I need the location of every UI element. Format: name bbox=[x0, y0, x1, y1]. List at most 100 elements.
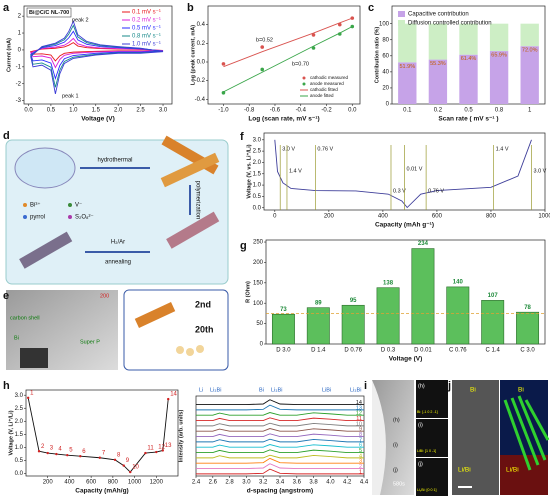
marker-label: 0.76 V bbox=[317, 146, 333, 152]
annotation: Li₃Bi bbox=[350, 387, 361, 393]
annotation: Li₃Bi bbox=[210, 387, 221, 393]
saed-label: Li₃Bi: [0 0 1] bbox=[417, 488, 436, 492]
y-tick-label: 0.0 bbox=[15, 471, 24, 477]
y-tick-label: 0.0 bbox=[253, 205, 262, 211]
y-tick-label: 50 bbox=[256, 321, 263, 327]
y-tick-label: 1.0 bbox=[253, 183, 262, 189]
point bbox=[79, 454, 82, 458]
legend-label: cathodic fitted bbox=[310, 87, 338, 92]
legend-label: 0.1 mV s⁻¹ bbox=[132, 10, 161, 16]
fft-stripes bbox=[503, 395, 550, 471]
x-tick-label: 0.1 bbox=[403, 108, 412, 114]
legend-swatch bbox=[302, 76, 306, 80]
x-tick-label: -1.0 bbox=[218, 108, 229, 114]
saed-label: LiBi: [1 0 -1] bbox=[417, 449, 436, 453]
point-label: 1 bbox=[30, 390, 34, 396]
cycle-label: 20th bbox=[195, 324, 214, 334]
legend-swatch bbox=[398, 20, 405, 26]
value-label: 138 bbox=[383, 280, 394, 286]
phase-label: Bi bbox=[518, 387, 524, 394]
series-line bbox=[196, 468, 364, 475]
trace-label: 8 bbox=[359, 432, 362, 438]
point bbox=[311, 33, 316, 37]
series-line bbox=[196, 457, 364, 464]
x-tick-label: 2.6 bbox=[209, 480, 218, 486]
legend-label: 0.8 mV s⁻¹ bbox=[132, 34, 161, 40]
legend-swatch bbox=[302, 82, 306, 86]
plot-frame bbox=[207, 5, 361, 105]
x-tick-label: 0.5 bbox=[47, 108, 56, 114]
point bbox=[66, 453, 69, 457]
bar bbox=[341, 304, 365, 345]
x-tick-label: D 0.01 bbox=[414, 348, 432, 354]
plot-frame bbox=[23, 5, 173, 105]
saed bbox=[416, 419, 448, 457]
legend-label: pyrrol bbox=[30, 215, 45, 221]
scale-bar bbox=[458, 486, 472, 488]
series-line bbox=[196, 433, 364, 437]
x-axis-label: d-spacing (angstrom) bbox=[247, 488, 313, 495]
phase-label: Li/Bi bbox=[458, 467, 471, 474]
annotation: Li₃Bi bbox=[271, 387, 282, 393]
step-label: H₂/Ar bbox=[111, 240, 125, 246]
bar bbox=[376, 287, 400, 345]
y-axis-label: Voltage (V, vs. Li⁺/Li) bbox=[245, 144, 252, 198]
series-line bbox=[29, 42, 164, 62]
y-tick-label: 1 bbox=[18, 31, 22, 37]
label-box bbox=[26, 7, 72, 18]
panel-label: b bbox=[187, 2, 194, 14]
point bbox=[155, 450, 158, 454]
x-tick-label: 2.0 bbox=[114, 108, 123, 114]
x-tick-label: 1000 bbox=[128, 480, 142, 486]
series-line bbox=[196, 444, 364, 448]
annotation: Bi bbox=[259, 387, 264, 393]
trace-label: 9 bbox=[359, 427, 362, 433]
panel-label: f bbox=[240, 131, 244, 143]
series-line bbox=[196, 422, 364, 427]
y-axis-label: Current (mA) bbox=[6, 38, 12, 72]
x-tick-label: 3.6 bbox=[293, 480, 302, 486]
panel-label: i bbox=[364, 380, 367, 392]
annotation: LiBi bbox=[322, 387, 331, 393]
x-tick-label: 2.5 bbox=[136, 108, 145, 114]
x-tick-label: 200 bbox=[324, 214, 335, 220]
y-tick-label: 250 bbox=[253, 240, 264, 246]
legend-label: Bi³⁺ bbox=[30, 202, 41, 209]
panel-label: j bbox=[447, 380, 451, 392]
y-tick-label: 60 bbox=[382, 53, 389, 59]
y-tick-label: 100 bbox=[379, 21, 390, 27]
series-line bbox=[196, 412, 364, 416]
particle bbox=[186, 348, 194, 356]
point-label: 2 bbox=[41, 444, 45, 450]
solution-drop bbox=[14, 147, 76, 189]
region-label: (i) bbox=[393, 442, 398, 448]
x-tick-label: 1200 bbox=[150, 480, 164, 486]
y-tick-label: 0 bbox=[386, 102, 390, 108]
x-axis-label: Scan rate ( mV s⁻¹ ) bbox=[438, 116, 498, 123]
legend-label: anode fitted bbox=[310, 93, 334, 98]
trace-label: 11 bbox=[356, 416, 362, 422]
x-tick-label: 4.0 bbox=[326, 480, 335, 486]
saed bbox=[416, 380, 448, 418]
series-line bbox=[223, 17, 353, 68]
x-tick-label: D 0.3 bbox=[381, 348, 396, 354]
x-tick-label: 0.0 bbox=[348, 108, 357, 114]
y-tick-label: 0.2 bbox=[197, 41, 206, 47]
y-tick-label: 150 bbox=[253, 280, 264, 286]
trace-label: 2 bbox=[359, 464, 362, 470]
value-label: 78 bbox=[524, 305, 531, 311]
carbon-rod bbox=[19, 231, 73, 269]
rod bbox=[134, 302, 176, 328]
legend-swatch bbox=[398, 11, 405, 17]
marker-label: 0.3 V bbox=[393, 188, 406, 194]
y-axis-label: Voltage (V, Li⁺/Li) bbox=[7, 410, 14, 455]
x-axis-label: Voltage (V) bbox=[389, 356, 422, 363]
y-axis-label: Log (peak current, mA) bbox=[190, 25, 196, 85]
legend-label: cathodic measured bbox=[310, 75, 349, 80]
x-axis-label: Log (scan rate, mV s⁻¹) bbox=[248, 116, 319, 123]
series-line bbox=[196, 449, 364, 453]
x-tick-label: 2.8 bbox=[225, 480, 234, 486]
saed-label: (i) bbox=[418, 422, 423, 428]
bar-segment bbox=[520, 46, 539, 104]
bar-segment bbox=[520, 23, 539, 47]
